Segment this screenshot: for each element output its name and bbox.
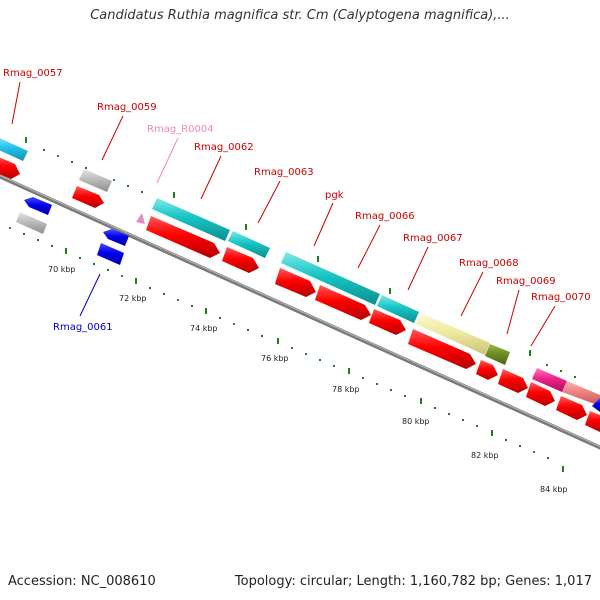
tick-major: [317, 256, 319, 262]
gene-bar-yellow[interactable]: [416, 313, 490, 355]
scale-label-72kbp: 72 kbp: [119, 294, 147, 303]
gene-bar-gray[interactable]: [79, 169, 112, 192]
scale-label-80kbp: 80 kbp: [402, 417, 430, 426]
map-title: Candidatus Ruthia magnifica str. Cm (Cal…: [90, 8, 510, 23]
gene-label-rmag-0066[interactable]: Rmag_0066: [355, 211, 415, 222]
gene-arrow-forward[interactable]: [476, 360, 498, 380]
gene-label-rmag-0068[interactable]: Rmag_0068: [459, 258, 519, 269]
leader-rmag-0067: [407, 246, 429, 291]
leader-pgk: [313, 202, 334, 247]
tick-minor: [85, 167, 87, 169]
leader-rmag-0059: [101, 115, 124, 161]
scale-label-84kbp: 84 kbp: [540, 485, 568, 494]
tick-minor: [560, 370, 562, 372]
gene-arrow-forward[interactable]: [315, 285, 371, 320]
gene-arrow-forward[interactable]: [408, 329, 476, 369]
tick-major: [389, 288, 391, 294]
tick-row-upper: [25, 137, 576, 378]
leader-rmag-r0004: [156, 137, 179, 184]
tick-minor: [113, 179, 115, 181]
leader-rmag-0063: [257, 180, 281, 224]
leader-rmag-0062: [200, 155, 222, 200]
tick-minor: [546, 364, 548, 366]
tick-row-lower: [9, 227, 564, 472]
gene-bar-cyan[interactable]: [152, 198, 230, 241]
tick-minor: [57, 155, 59, 157]
scale-label-78kbp: 78 kbp: [332, 385, 360, 394]
tick-minor: [71, 161, 73, 163]
tick-major: [529, 350, 531, 356]
genome-backbone: [0, 174, 600, 450]
gene-bar-cyan[interactable]: [281, 252, 380, 305]
gene-label-pgk[interactable]: pgk: [325, 190, 344, 201]
tick-minor: [43, 149, 45, 151]
gene-label-rmag-0063[interactable]: Rmag_0063: [254, 167, 314, 178]
scale-label-74kbp: 74 kbp: [190, 324, 218, 333]
gene-bar-salmon[interactable]: [562, 381, 600, 406]
gene-arrow-forward[interactable]: [146, 216, 220, 258]
scale-labels: 70 kbp 72 kbp 74 kbp 76 kbp 78 kbp 80 kb…: [48, 265, 568, 494]
tick-minor: [127, 185, 129, 187]
gene-bar-sky[interactable]: [0, 136, 28, 161]
gene-bar-cyan[interactable]: [228, 231, 270, 258]
leader-rmag-0069: [506, 289, 520, 335]
leader-rmag-0070: [530, 305, 556, 347]
gene-arrow-forward[interactable]: [556, 396, 587, 420]
gene-label-rmag-0059[interactable]: Rmag_0059: [97, 102, 157, 113]
tick-major: [25, 137, 27, 143]
tick-major: [245, 224, 247, 230]
gene-label-rmag-0067[interactable]: Rmag_0067: [403, 233, 463, 244]
gene-arrow-forward[interactable]: [369, 309, 406, 335]
gene-arrow-forward[interactable]: [498, 369, 528, 393]
gene-arrow-forward[interactable]: [72, 186, 104, 208]
gene-arrow-forward[interactable]: [526, 382, 555, 406]
rna-marker[interactable]: [136, 213, 145, 224]
gene-label-rmag-0069[interactable]: Rmag_0069: [496, 276, 556, 287]
scale-label-70kbp: 70 kbp: [48, 265, 76, 274]
gene-label-rmag-0062[interactable]: Rmag_0062: [194, 142, 254, 153]
leader-rmag-0057: [11, 81, 21, 125]
scale-label-76kbp: 76 kbp: [261, 354, 289, 363]
gene-arrow-forward[interactable]: [0, 156, 20, 179]
gene-labels: Rmag_0057 Rmag_0059 Rmag_R0004 Rmag_0062…: [3, 68, 591, 333]
gene-features: [0, 136, 600, 432]
leader-rmag-0068: [460, 271, 484, 317]
genome-summary-text: Topology: circular; Length: 1,160,782 bp…: [234, 574, 592, 589]
gene-label-rmag-0057[interactable]: Rmag_0057: [3, 68, 63, 79]
gene-arrow-reverse[interactable]: [103, 229, 129, 246]
gene-label-rmag-0061[interactable]: Rmag_0061: [53, 322, 113, 333]
gene-label-rmag-r0004[interactable]: Rmag_R0004: [147, 124, 214, 135]
gene-bar-olive[interactable]: [485, 344, 510, 365]
gene-bar-cyan[interactable]: [377, 295, 419, 323]
tick-minor: [574, 376, 576, 378]
gene-arrow-forward[interactable]: [222, 247, 259, 273]
tick-major: [173, 192, 175, 198]
gene-arrow-forward[interactable]: [275, 268, 316, 297]
gene-arrow-reverse[interactable]: [97, 243, 124, 265]
scale-label-82kbp: 82 kbp: [471, 451, 499, 460]
gene-bar-pink[interactable]: [532, 368, 567, 392]
gene-arrow-forward[interactable]: [585, 411, 600, 432]
leader-rmag-0066: [357, 224, 381, 269]
gene-arrow-reverse[interactable]: [592, 398, 600, 412]
tick-minor: [141, 191, 143, 193]
gene-bar-gray[interactable]: [16, 212, 47, 234]
leader-rmag-0061: [79, 273, 101, 317]
label-leaders: [11, 81, 556, 347]
genome-backbone-highlight: [0, 174, 600, 448]
accession-text: Accession: NC_008610: [8, 574, 156, 589]
gene-label-rmag-0070[interactable]: Rmag_0070: [531, 292, 591, 303]
gene-arrow-reverse[interactable]: [24, 197, 52, 215]
